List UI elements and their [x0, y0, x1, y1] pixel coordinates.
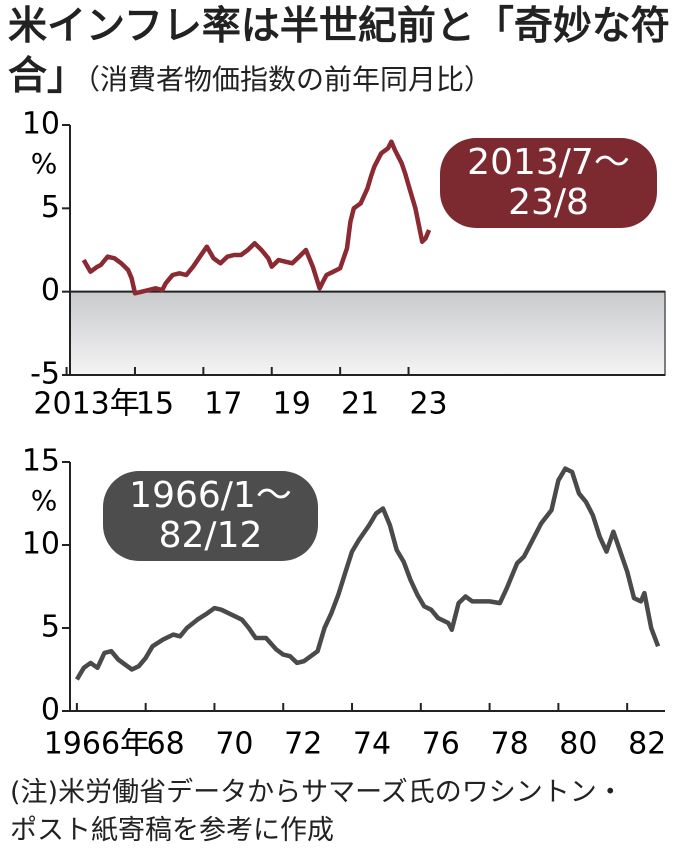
- y-unit: %: [31, 484, 58, 517]
- x-tick-label: 76: [422, 727, 460, 762]
- data-line: [74, 466, 661, 681]
- y-tick-label: 10: [22, 527, 60, 562]
- annotation-text: 1966/1～: [129, 475, 292, 516]
- x-tick-label: 17: [204, 387, 242, 422]
- x-tick-label: 68: [147, 727, 185, 762]
- data-line: [81, 139, 432, 296]
- x-tick-label: 19: [273, 387, 311, 422]
- x-tick-label: 72: [284, 727, 322, 762]
- x-tick-label: 70: [215, 727, 253, 762]
- annotation-text: 23/8: [508, 182, 589, 223]
- negative-zone: [69, 290, 666, 376]
- subtitle: （消費者物価指数の前年同月比）: [86, 63, 493, 96]
- y-tick-label: 5: [41, 610, 60, 645]
- annotation-box: [103, 471, 318, 561]
- x-tick-label: 2013年: [33, 387, 139, 422]
- y-tick-label: 5: [41, 190, 60, 225]
- y-tick-label: 10: [22, 107, 60, 142]
- x-tick-label: 82: [628, 727, 666, 762]
- y-tick-label: 15: [22, 444, 60, 479]
- x-tick-label: 74: [353, 727, 391, 762]
- x-tick-label: 15: [136, 387, 174, 422]
- y-tick-label: 0: [41, 273, 60, 308]
- note: (注)米労働省データからサマーズ氏のワシントン・ポスト紙寄稿を参考に作成: [10, 777, 624, 846]
- x-tick-label: 1966年: [44, 727, 150, 762]
- annotation-text: 2013/7～: [467, 142, 630, 183]
- x-tick-label: 78: [491, 727, 529, 762]
- annotation-box: [440, 138, 657, 228]
- annotation-text: 82/12: [159, 515, 263, 556]
- y-tick-label: 0: [41, 693, 60, 728]
- title: 米インフレ率は半世紀前と「奇妙な符合」: [8, 4, 670, 99]
- title-block: 米インフレ率は半世紀前と「奇妙な符合」（消費者物価指数の前年同月比）: [8, 2, 676, 105]
- x-tick-label: 23: [409, 387, 447, 422]
- y-unit: %: [31, 147, 58, 180]
- x-tick-label: 80: [559, 727, 597, 762]
- y-tick-label: -5: [30, 357, 60, 392]
- x-tick-label: 21: [341, 387, 379, 422]
